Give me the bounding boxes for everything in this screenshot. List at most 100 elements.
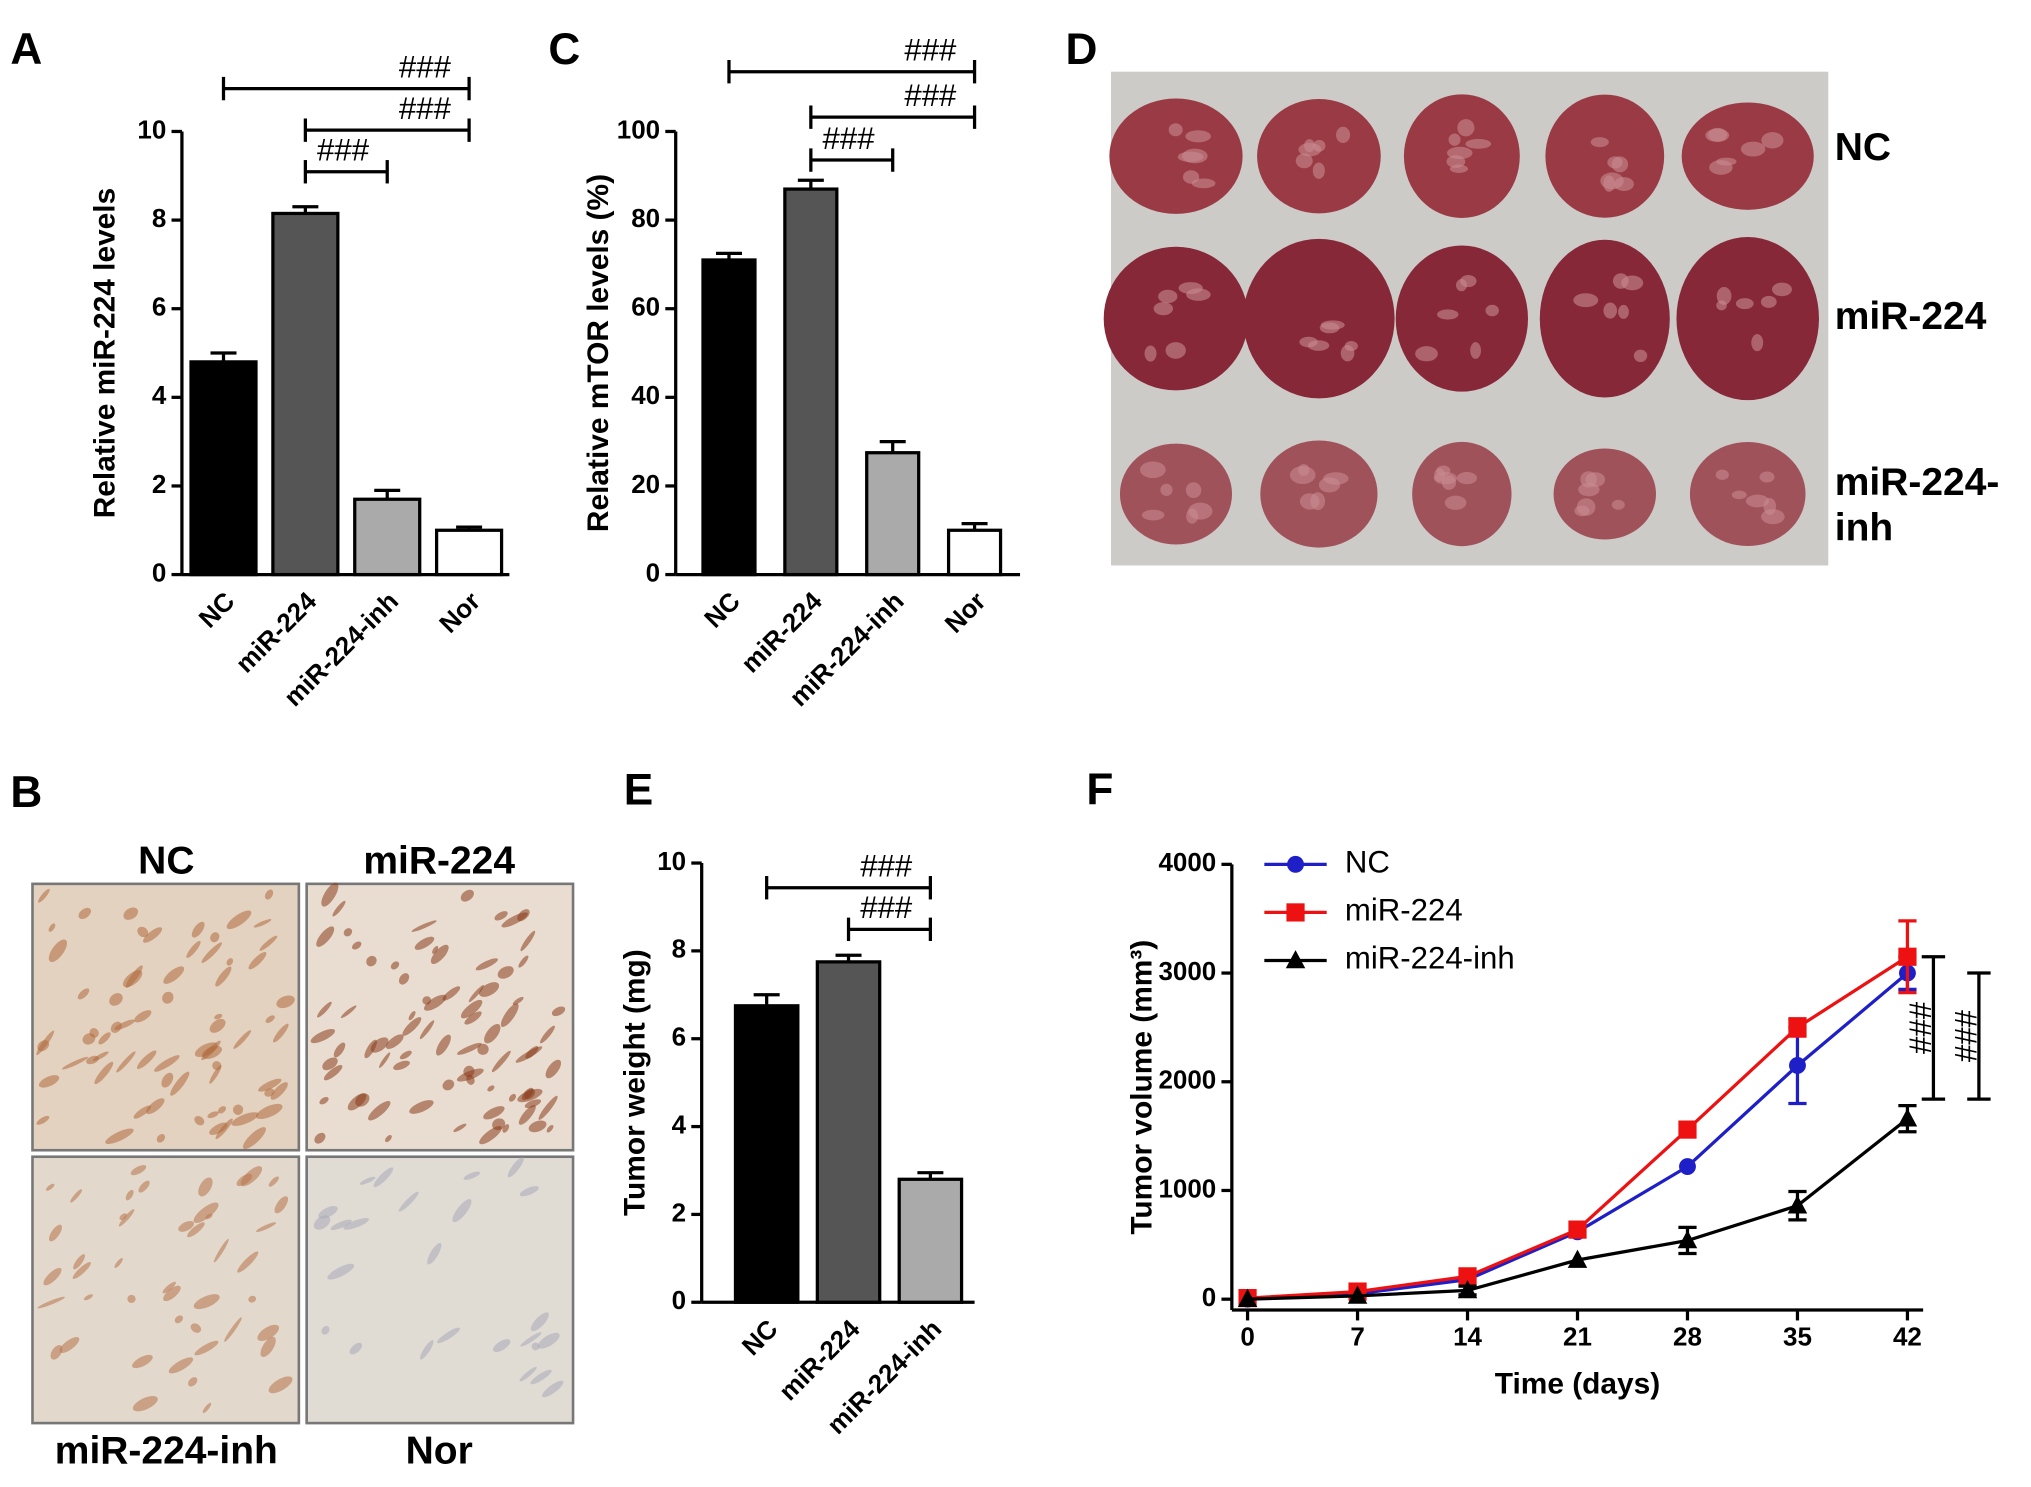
marker — [1897, 1108, 1918, 1127]
texture — [73, 1254, 85, 1270]
texture — [355, 1093, 370, 1107]
texture — [518, 955, 529, 968]
texture — [207, 1111, 219, 1119]
texture — [538, 1095, 558, 1120]
y-axis-label: Tumor volume (mm³) — [1125, 940, 1158, 1235]
texture — [1188, 502, 1213, 520]
significance-label: ### — [399, 49, 452, 84]
texture — [38, 888, 50, 903]
texture — [1437, 309, 1459, 320]
texture — [457, 1042, 482, 1055]
texture — [190, 1323, 202, 1333]
texture — [545, 1059, 562, 1079]
texture — [452, 1199, 472, 1223]
tissue-image — [31, 882, 301, 1152]
texture — [270, 1082, 288, 1100]
texture — [460, 999, 483, 1019]
texture — [209, 1065, 222, 1084]
tumor — [1395, 245, 1528, 392]
texture — [524, 1088, 536, 1100]
texture — [323, 1065, 343, 1081]
legend-label: miR-224-inh — [1345, 941, 1515, 976]
texture — [1585, 472, 1606, 487]
tumor — [1119, 443, 1233, 545]
texture — [464, 1011, 482, 1025]
image-label: Nor — [406, 1429, 473, 1472]
texture — [430, 944, 449, 964]
image-label: miR-224 — [363, 839, 515, 882]
x-tick-label: 21 — [1563, 1321, 1592, 1351]
texture — [321, 882, 339, 907]
texture — [402, 1017, 422, 1036]
y-tick-label: 2 — [152, 469, 166, 499]
x-axis-label: Time (days) — [1495, 1367, 1660, 1400]
y-tick-label: 80 — [631, 203, 660, 233]
texture — [215, 966, 232, 987]
texture — [1144, 345, 1157, 362]
texture — [114, 1257, 123, 1268]
texture — [414, 936, 435, 950]
texture — [1751, 334, 1764, 352]
texture — [240, 1166, 263, 1187]
texture — [453, 1123, 467, 1133]
texture — [399, 1050, 412, 1060]
texture — [257, 1324, 280, 1342]
texture — [232, 1104, 244, 1115]
texture — [156, 1134, 166, 1143]
significance-label: ### — [1948, 1010, 1983, 1063]
y-tick-label: 8 — [152, 203, 166, 233]
texture — [70, 1189, 83, 1203]
texture — [105, 1128, 134, 1144]
texture — [78, 907, 91, 920]
texture — [268, 1376, 293, 1394]
y-tick-label: 2000 — [1158, 1065, 1216, 1095]
texture — [268, 1176, 279, 1187]
texture — [491, 1050, 511, 1073]
texture — [408, 1011, 416, 1021]
texture — [492, 1118, 506, 1131]
x-tick-label: 35 — [1783, 1321, 1812, 1351]
texture — [94, 1061, 114, 1085]
tumor — [1689, 441, 1806, 547]
texture — [1441, 475, 1457, 490]
texture — [1344, 341, 1358, 352]
marker — [1347, 1285, 1368, 1304]
texture — [316, 926, 335, 947]
tumor — [1681, 102, 1814, 210]
texture — [520, 930, 536, 952]
texture — [333, 1042, 346, 1058]
texture — [332, 900, 346, 917]
texture — [193, 1202, 219, 1224]
y-tick-label: 10 — [137, 114, 166, 144]
texture — [359, 1176, 376, 1185]
texture — [1759, 471, 1775, 483]
row-label: NC — [1835, 126, 1891, 169]
texture — [123, 907, 139, 920]
texture — [419, 1020, 435, 1040]
texture — [385, 1034, 404, 1049]
texture — [224, 1317, 242, 1342]
texture — [393, 1060, 410, 1071]
texture — [1299, 336, 1318, 348]
y-tick-label: 8 — [672, 934, 686, 964]
texture — [194, 1340, 219, 1356]
texture — [248, 1295, 257, 1303]
image-label: miR-224-inh — [55, 1429, 278, 1472]
texture — [116, 1051, 136, 1073]
texture — [1182, 170, 1200, 184]
texture — [237, 1251, 259, 1273]
texture — [276, 995, 295, 1009]
texture — [110, 1021, 122, 1033]
texture — [519, 1366, 537, 1382]
texture — [1456, 471, 1478, 485]
texture — [273, 1023, 289, 1043]
texture — [484, 1023, 501, 1044]
texture — [274, 1196, 289, 1214]
texture — [370, 1037, 389, 1053]
texture — [436, 1327, 461, 1344]
texture — [48, 1224, 63, 1242]
texture — [366, 955, 377, 967]
texture — [364, 1039, 377, 1059]
marker — [1679, 1158, 1696, 1176]
texture — [109, 993, 123, 1006]
